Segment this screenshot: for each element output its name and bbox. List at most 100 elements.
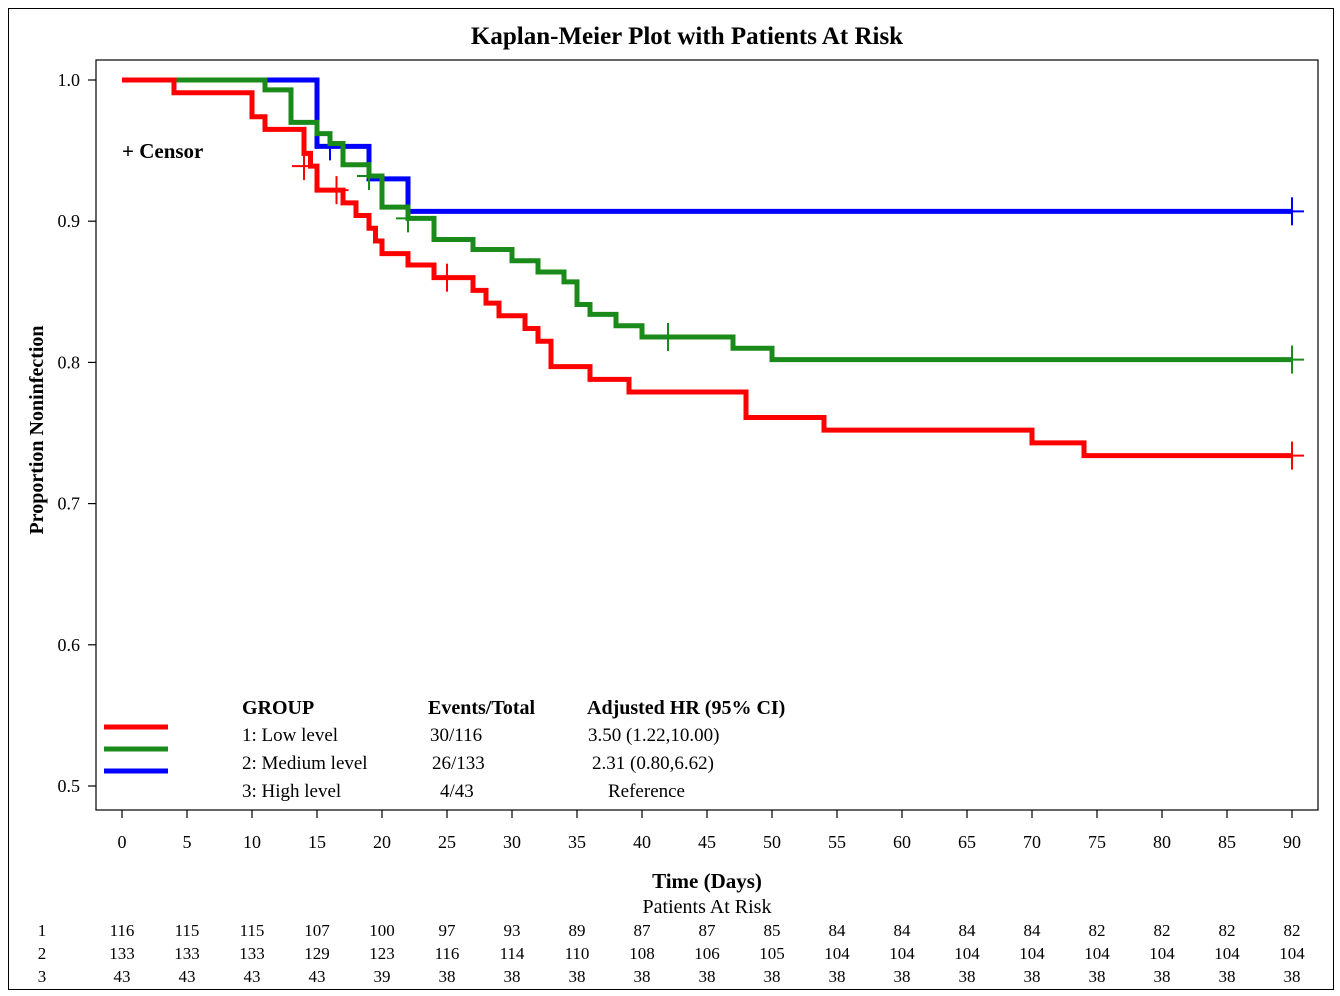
- survival-curve-group-3: [122, 77, 1292, 214]
- risk-row-label: 3: [38, 967, 47, 986]
- legend: GROUP Events/Total Adjusted HR (95% CI) 1: …: [104, 697, 785, 802]
- risk-cell: 38: [1024, 967, 1041, 986]
- risk-cell: 104: [1149, 944, 1175, 963]
- risk-cell: 104: [1084, 944, 1110, 963]
- risk-cell: 115: [175, 921, 200, 940]
- risk-cell: 82: [1154, 921, 1171, 940]
- legend-hr: 3.50 (1.22,10.00): [588, 725, 719, 746]
- risk-cell: 114: [500, 944, 525, 963]
- legend-header: GROUP: [242, 697, 314, 719]
- risk-cell: 85: [764, 921, 781, 940]
- legend-hr: 2.31 (0.80,6.62): [592, 753, 714, 774]
- risk-cell: 43: [309, 967, 326, 986]
- risk-cell: 38: [569, 967, 586, 986]
- risk-cell: 38: [959, 967, 976, 986]
- risk-cell: 84: [894, 921, 912, 940]
- legend-header: Adjusted HR (95% CI): [587, 697, 785, 719]
- risk-cell: 38: [439, 967, 456, 986]
- y-tick-label: 0.9: [58, 211, 81, 231]
- x-tick-label: 25: [438, 832, 456, 852]
- risk-cell: 133: [109, 944, 135, 963]
- risk-cell: 84: [959, 921, 977, 940]
- chart-frame: [8, 8, 1334, 990]
- y-tick-label: 0.6: [58, 635, 81, 655]
- risk-cell: 110: [565, 944, 590, 963]
- risk-cell: 104: [1214, 944, 1240, 963]
- risk-row-label: 2: [38, 944, 47, 963]
- risk-cell: 104: [1019, 944, 1045, 963]
- x-tick-label: 30: [503, 832, 521, 852]
- risk-row-label: 1: [38, 921, 47, 940]
- x-tick-label: 50: [763, 832, 781, 852]
- x-tick-label: 45: [698, 832, 716, 852]
- risk-cell: 38: [1089, 967, 1106, 986]
- risk-cell: 89: [569, 921, 586, 940]
- x-tick-label: 35: [568, 832, 586, 852]
- x-tick-label: 85: [1218, 832, 1236, 852]
- risk-table: Patients At Risk 1 116 115 115 107 100 97 93 89 87…: [38, 896, 1306, 986]
- legend-group-label: 1: Low level: [242, 725, 338, 746]
- survival-curves: [122, 77, 1304, 470]
- risk-cell: 104: [1279, 944, 1305, 963]
- survival-curve-group-1: [122, 77, 1292, 459]
- legend-header: Events/Total: [428, 697, 536, 719]
- x-tick-label: 5: [183, 832, 192, 852]
- risk-cell: 87: [634, 921, 652, 940]
- y-tick-label: 0.5: [58, 776, 81, 796]
- chart-title: Kaplan-Meier Plot with Patients At Risk: [471, 23, 903, 50]
- risk-cell: 104: [954, 944, 980, 963]
- risk-cell: 38: [634, 967, 651, 986]
- risk-cell: 116: [435, 944, 460, 963]
- risk-cell: 38: [764, 967, 781, 986]
- legend-group-label: 2: Medium level: [242, 753, 368, 774]
- risk-cell: 82: [1089, 921, 1106, 940]
- x-tick-label: 15: [308, 832, 326, 852]
- x-tick-label: 0: [118, 832, 127, 852]
- risk-cell: 38: [699, 967, 716, 986]
- censor-label: + Censor: [122, 139, 203, 163]
- risk-cell: 43: [114, 967, 131, 986]
- risk-cell: 84: [829, 921, 847, 940]
- risk-cell: 104: [889, 944, 915, 963]
- legend-events: 30/116: [430, 725, 482, 746]
- x-tick-label: 70: [1023, 832, 1041, 852]
- x-tick-label: 10: [243, 832, 261, 852]
- x-tick-label: 55: [828, 832, 846, 852]
- survival-curve-group-2: [122, 77, 1292, 363]
- risk-cell: 38: [1284, 967, 1301, 986]
- risk-cell: 38: [829, 967, 846, 986]
- legend-events: 4/43: [440, 781, 474, 802]
- x-tick-label: 20: [373, 832, 391, 852]
- legend-events: 26/133: [432, 753, 485, 774]
- risk-cell: 43: [244, 967, 261, 986]
- risk-cell: 115: [240, 921, 265, 940]
- x-axis-label: Time (Days): [652, 869, 762, 893]
- legend-group-label: 3: High level: [242, 781, 341, 802]
- risk-cell: 38: [894, 967, 911, 986]
- risk-cell: 107: [304, 921, 330, 940]
- y-axis-label: Proportion Noninfection: [26, 325, 48, 534]
- y-tick-label: 0.7: [58, 494, 81, 514]
- risk-cell: 38: [1219, 967, 1236, 986]
- risk-cell: 104: [824, 944, 850, 963]
- x-tick-label: 75: [1088, 832, 1106, 852]
- risk-cell: 38: [1154, 967, 1171, 986]
- x-tick-label: 40: [633, 832, 651, 852]
- risk-cell: 123: [369, 944, 395, 963]
- risk-cell: 108: [629, 944, 655, 963]
- risk-cell: 38: [504, 967, 521, 986]
- risk-cell: 100: [369, 921, 395, 940]
- risk-cell: 133: [239, 944, 265, 963]
- y-tick-label: 0.8: [58, 352, 81, 372]
- risk-cell: 97: [439, 921, 457, 940]
- legend-hr: Reference: [608, 781, 685, 802]
- x-tick-label: 60: [893, 832, 911, 852]
- risk-cell: 106: [694, 944, 720, 963]
- risk-cell: 82: [1284, 921, 1301, 940]
- y-tick-label: 1.0: [58, 70, 81, 90]
- risk-cell: 87: [699, 921, 717, 940]
- risk-table-title: Patients At Risk: [643, 896, 772, 918]
- x-tick-label: 65: [958, 832, 976, 852]
- risk-cell: 84: [1024, 921, 1042, 940]
